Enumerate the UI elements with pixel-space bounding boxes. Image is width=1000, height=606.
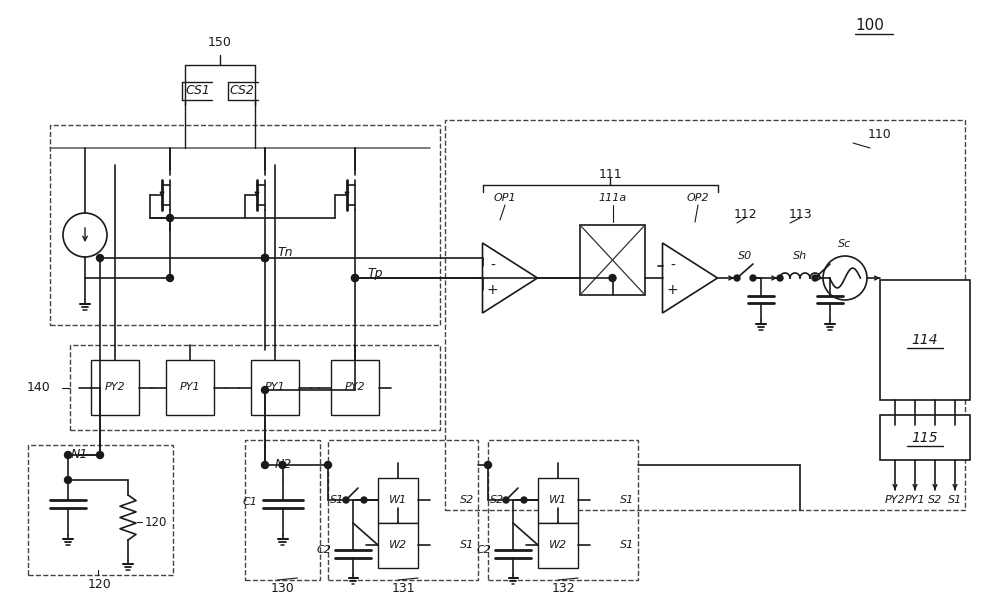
Circle shape bbox=[262, 255, 268, 262]
Text: S0: S0 bbox=[738, 251, 752, 261]
Bar bbox=[328, 440, 478, 580]
Text: W1: W1 bbox=[549, 495, 567, 505]
Text: 113: 113 bbox=[788, 208, 812, 222]
Text: 140: 140 bbox=[26, 381, 50, 394]
Bar bbox=[880, 415, 970, 460]
Circle shape bbox=[352, 275, 358, 282]
Bar bbox=[91, 360, 139, 415]
Text: S1: S1 bbox=[330, 495, 344, 505]
Text: S2: S2 bbox=[928, 495, 942, 505]
Text: S1: S1 bbox=[948, 495, 962, 505]
Text: N1: N1 bbox=[71, 448, 88, 462]
Text: S2: S2 bbox=[490, 495, 504, 505]
Text: S1: S1 bbox=[620, 540, 634, 550]
Text: W2: W2 bbox=[389, 540, 407, 550]
Bar bbox=[331, 360, 379, 415]
Text: N2: N2 bbox=[275, 459, 292, 471]
Circle shape bbox=[503, 497, 509, 503]
Text: 150: 150 bbox=[208, 36, 232, 48]
Text: PY2: PY2 bbox=[105, 382, 125, 393]
Text: +: + bbox=[667, 283, 678, 297]
Bar bbox=[378, 522, 418, 567]
Text: -: - bbox=[670, 259, 675, 273]
Text: C2: C2 bbox=[316, 545, 331, 555]
Text: W1: W1 bbox=[389, 495, 407, 505]
Text: C1: C1 bbox=[243, 497, 258, 507]
Circle shape bbox=[734, 275, 740, 281]
Text: S1: S1 bbox=[620, 495, 634, 505]
Bar bbox=[488, 440, 638, 580]
Bar bbox=[445, 120, 965, 510]
Text: 111a: 111a bbox=[598, 193, 627, 203]
Bar bbox=[880, 280, 970, 400]
Text: +: + bbox=[487, 283, 498, 297]
Circle shape bbox=[262, 255, 268, 262]
Circle shape bbox=[166, 215, 174, 222]
Circle shape bbox=[484, 462, 492, 468]
Text: CS1: CS1 bbox=[186, 84, 210, 96]
Text: 112: 112 bbox=[733, 208, 757, 222]
Text: PY1: PY1 bbox=[180, 382, 200, 393]
Text: 100: 100 bbox=[856, 19, 884, 33]
Bar bbox=[538, 478, 578, 522]
Text: S1: S1 bbox=[460, 540, 474, 550]
Text: 114: 114 bbox=[912, 333, 938, 347]
Text: PY1: PY1 bbox=[905, 495, 925, 505]
Text: C2: C2 bbox=[476, 545, 491, 555]
Text: PY1: PY1 bbox=[265, 382, 285, 393]
Circle shape bbox=[64, 451, 72, 459]
Circle shape bbox=[166, 275, 174, 282]
Text: 110: 110 bbox=[868, 128, 892, 141]
Circle shape bbox=[609, 275, 616, 282]
Bar bbox=[251, 360, 299, 415]
Bar bbox=[580, 225, 645, 295]
Text: 115: 115 bbox=[912, 430, 938, 444]
Circle shape bbox=[279, 462, 286, 468]
Bar bbox=[166, 360, 214, 415]
Text: OP2: OP2 bbox=[687, 193, 709, 203]
Circle shape bbox=[361, 497, 367, 503]
Bar bbox=[50, 125, 440, 325]
Circle shape bbox=[96, 451, 104, 459]
Text: Sh: Sh bbox=[793, 251, 807, 261]
Text: Tn: Tn bbox=[277, 247, 292, 259]
Text: PY2: PY2 bbox=[345, 382, 365, 393]
Text: CS2: CS2 bbox=[230, 84, 254, 96]
Text: 132: 132 bbox=[551, 582, 575, 595]
Circle shape bbox=[812, 275, 818, 281]
Circle shape bbox=[324, 462, 332, 468]
Circle shape bbox=[262, 462, 268, 468]
Circle shape bbox=[96, 255, 104, 262]
Circle shape bbox=[750, 275, 756, 281]
Bar bbox=[70, 345, 440, 430]
Text: OP1: OP1 bbox=[494, 193, 516, 203]
Text: 130: 130 bbox=[271, 582, 294, 595]
Text: 111: 111 bbox=[598, 168, 622, 182]
Text: S2: S2 bbox=[460, 495, 474, 505]
Bar bbox=[538, 522, 578, 567]
Text: 131: 131 bbox=[391, 582, 415, 595]
Text: 120: 120 bbox=[145, 516, 167, 528]
Circle shape bbox=[343, 497, 349, 503]
Text: W2: W2 bbox=[549, 540, 567, 550]
Circle shape bbox=[352, 275, 358, 282]
Text: Sc: Sc bbox=[838, 239, 852, 249]
Circle shape bbox=[64, 476, 72, 484]
Circle shape bbox=[777, 275, 783, 281]
Text: 120: 120 bbox=[88, 578, 112, 591]
Circle shape bbox=[262, 255, 268, 262]
Circle shape bbox=[521, 497, 527, 503]
Text: Tp: Tp bbox=[367, 267, 382, 279]
Text: PY2: PY2 bbox=[885, 495, 905, 505]
Bar bbox=[378, 478, 418, 522]
Bar bbox=[245, 440, 320, 580]
Circle shape bbox=[262, 387, 268, 393]
Text: -: - bbox=[490, 259, 495, 273]
Bar bbox=[28, 445, 173, 575]
